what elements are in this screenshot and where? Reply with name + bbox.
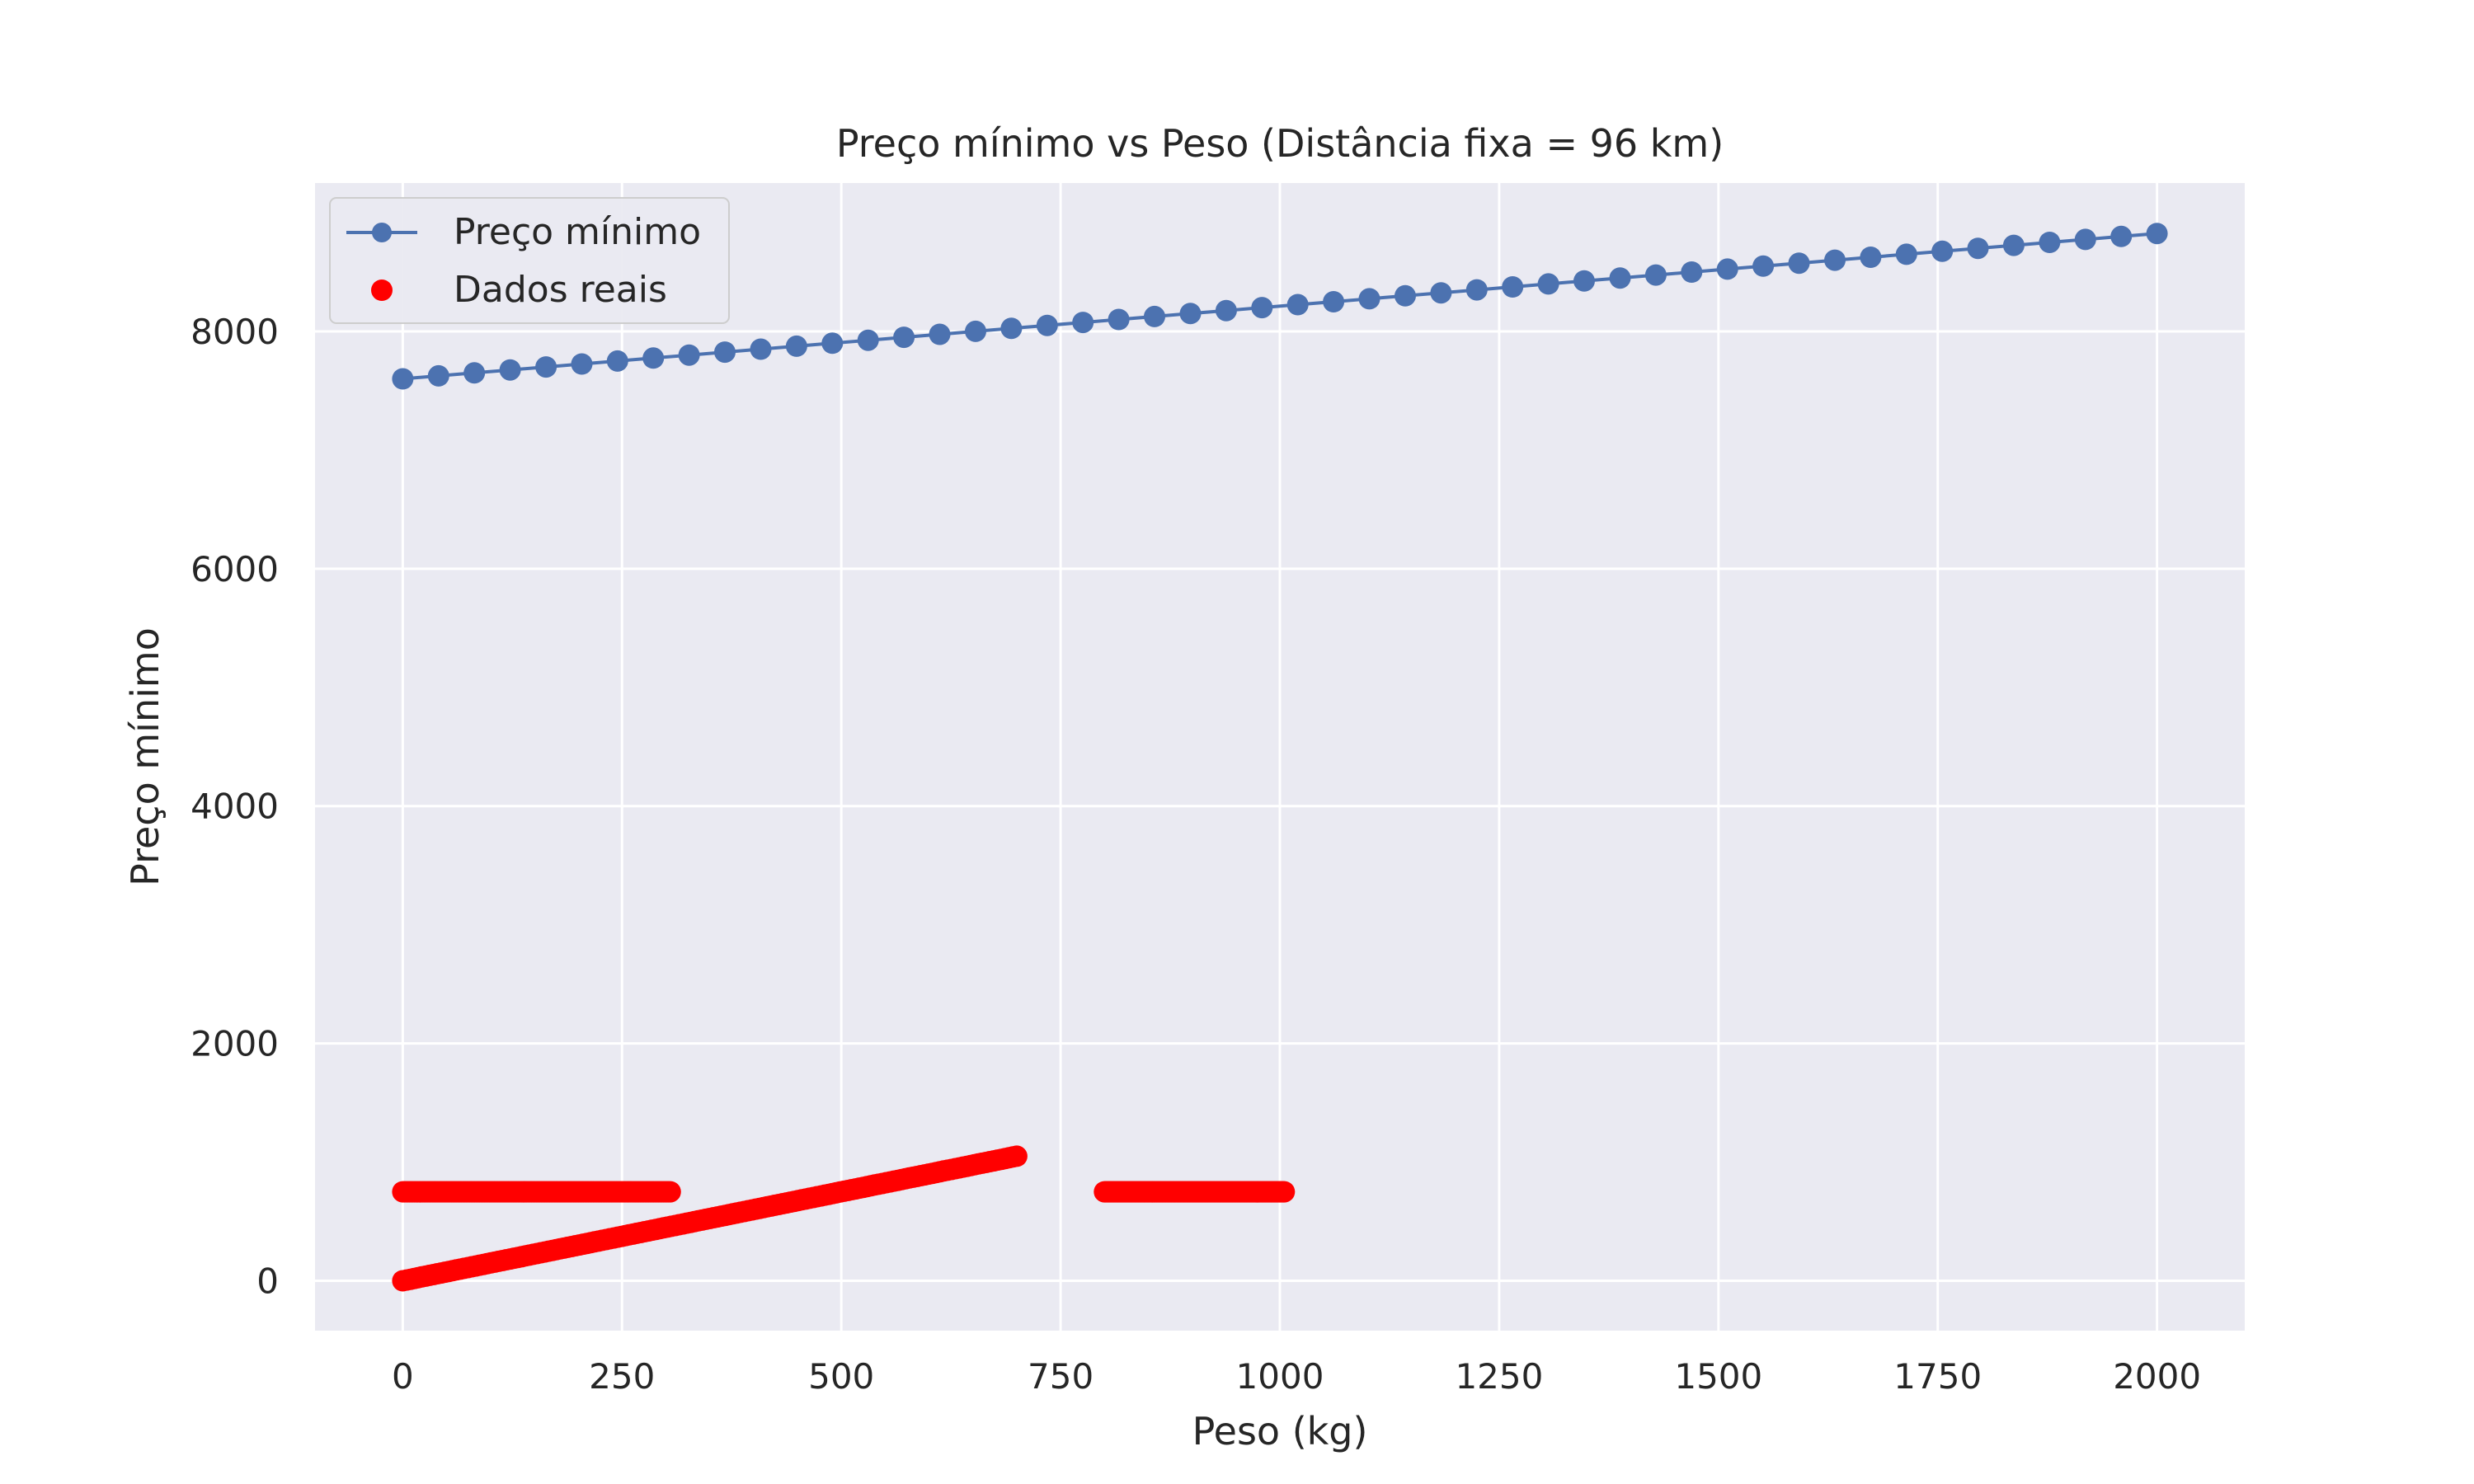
preco-minimo-point	[2146, 223, 2168, 245]
y-tick-label: 6000	[190, 549, 279, 589]
preco-minimo-point	[2110, 225, 2133, 247]
preco-minimo-point	[1358, 288, 1380, 310]
preco-minimo-point	[1824, 249, 1846, 271]
preco-minimo-point	[392, 368, 414, 390]
preco-minimo-point	[1573, 270, 1595, 292]
legend-label-preco-minimo: Preço mínimo	[454, 211, 701, 253]
legend-scatter-dot	[371, 279, 393, 301]
grid-lines	[315, 183, 2245, 1331]
x-tick-label: 0	[392, 1356, 414, 1397]
preco-minimo-point	[1537, 273, 1559, 295]
preco-minimo-point	[1752, 255, 1775, 277]
preco-minimo-point	[535, 356, 557, 378]
y-tick-label: 4000	[190, 787, 279, 827]
preco-minimo-point	[2039, 232, 2061, 253]
preco-minimo-point	[750, 338, 772, 360]
legend-line-dot	[372, 223, 392, 242]
preco-minimo-point	[427, 364, 449, 387]
legend-box	[329, 197, 730, 324]
preco-minimo-point	[1286, 294, 1309, 316]
legend-label-dados-reais: Dados reais	[454, 269, 667, 311]
chart-title: Preço mínimo vs Peso (Distância fixa = 9…	[836, 121, 1724, 166]
x-tick-label: 500	[808, 1356, 874, 1397]
preco-minimo-point	[678, 344, 700, 366]
dados-reais-point	[1005, 1145, 1028, 1167]
preco-minimo-point	[1644, 264, 1667, 286]
preco-minimo-point	[1251, 297, 1273, 319]
y-axis-label: Preço mínimo	[123, 627, 167, 886]
dados-reais-point	[1273, 1181, 1296, 1203]
preco-minimo-point	[1000, 317, 1023, 340]
preco-minimo-point	[1036, 314, 1058, 336]
y-tick-label: 8000	[190, 312, 279, 352]
x-axis-label: Peso (kg)	[1192, 1409, 1368, 1453]
preco-minimo-point	[1179, 303, 1202, 325]
preco-minimo-point	[857, 329, 879, 351]
preco-minimo-point	[571, 353, 593, 375]
preco-minimo-point	[1072, 312, 1094, 334]
dados-reais-point	[659, 1181, 681, 1203]
preco-minimo-point	[1215, 299, 1237, 322]
preco-minimo-point	[2074, 228, 2096, 251]
preco-minimo-point	[1788, 252, 1810, 275]
x-tick-label: 2000	[2113, 1356, 2201, 1397]
x-tick-label: 750	[1028, 1356, 1094, 1397]
preco-minimo-point	[785, 335, 807, 357]
data-series	[392, 223, 2168, 1292]
preco-minimo-point	[893, 326, 915, 349]
x-tick-label: 1000	[1236, 1356, 1324, 1397]
preco-minimo-point	[965, 320, 986, 342]
preco-minimo-point	[1931, 240, 1954, 262]
preco-minimo-point	[1860, 247, 1882, 268]
preco-minimo-point	[642, 347, 665, 369]
preco-minimo-point	[1430, 282, 1452, 304]
preco-minimo-point	[1716, 258, 1738, 280]
x-tick-label: 1500	[1674, 1356, 1762, 1397]
preco-minimo-point	[463, 362, 486, 384]
preco-minimo-point	[1609, 267, 1631, 289]
x-tick-label: 250	[589, 1356, 655, 1397]
y-tick-label: 0	[256, 1261, 279, 1302]
preco-minimo-point	[1681, 261, 1703, 283]
preco-minimo-point	[1465, 279, 1488, 301]
preco-minimo-point	[1395, 284, 1416, 307]
preco-minimo-point	[499, 359, 521, 381]
tick-labels: 0 250 500 750 1000 1250 1500 1750 2000 0 2000 4000 6…	[190, 312, 2201, 1397]
x-tick-label: 1750	[1893, 1356, 1982, 1397]
y-tick-label: 2000	[190, 1024, 279, 1064]
preco-minimo-point	[1108, 308, 1130, 331]
preco-minimo-point	[821, 332, 844, 355]
preco-minimo-point	[2002, 234, 2025, 256]
legend: Preço mínimo Dados reais	[329, 197, 730, 324]
preco-minimo-point	[1895, 243, 1917, 265]
preco-minimo-point	[929, 323, 951, 345]
x-tick-label: 1250	[1455, 1356, 1543, 1397]
preco-minimo-point	[1502, 276, 1524, 298]
preco-minimo-point	[1967, 237, 1989, 260]
preco-minimo-point	[1323, 291, 1345, 312]
preco-minimo-point	[1144, 305, 1165, 327]
preco-minimo-point	[606, 350, 628, 372]
preco-minimo-point	[714, 341, 736, 364]
